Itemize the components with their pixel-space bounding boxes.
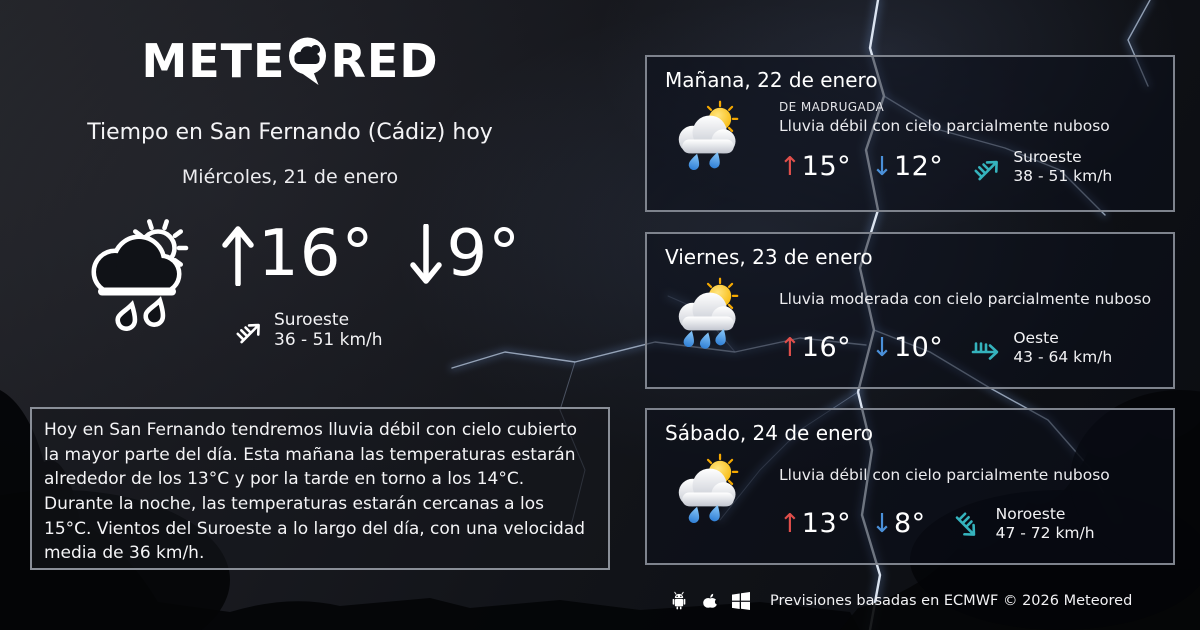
card-title: Mañana, 22 de enero — [665, 68, 878, 92]
today-wind: Suroeste 36 - 51 km/h — [232, 310, 521, 350]
temp-max-arrow-icon: ↑ — [779, 508, 801, 539]
logo-text-left: METE — [141, 33, 286, 88]
android-icon — [672, 591, 686, 610]
wind-speed: 38 - 51 km/h — [1013, 166, 1113, 185]
apple-icon — [703, 593, 719, 608]
temp-min: 8° — [893, 508, 926, 540]
logo-cloud-bubble-icon — [289, 37, 327, 85]
forecast-card-saturday: Sábado, 24 de enero Lluvia débil con — [645, 408, 1175, 565]
temp-min-arrow-icon: ↓ — [871, 508, 893, 539]
temp-max: 16° — [801, 332, 852, 364]
meteored-logo: METE RED — [0, 34, 580, 87]
today-temp-min: 9° — [446, 217, 522, 291]
wind-direction: Suroeste — [1013, 148, 1082, 166]
attribution-text: Previsiones basadas en ECMWF © 2026 Mete… — [770, 592, 1133, 609]
today-temp-max: 16° — [258, 217, 375, 291]
wind-direction-icon — [955, 512, 975, 536]
temp-min: 10° — [893, 332, 944, 364]
wind-direction: Oeste — [1013, 329, 1059, 347]
forecast-summary: Hoy en San Fernando tendremos lluvia déb… — [30, 407, 610, 570]
sun-cloud-light-rain-icon — [678, 100, 739, 171]
temp-min: 12° — [893, 151, 944, 183]
forecast-card-friday: Viernes, 23 de enero Lluvi — [645, 232, 1175, 389]
temp-max: 13° — [801, 508, 852, 540]
wind-direction-icon — [974, 160, 999, 181]
wind-speed: 43 - 64 km/h — [1013, 347, 1113, 366]
temp-max: 15° — [801, 151, 852, 183]
sun-cloud-rain-outline-icon — [91, 219, 189, 331]
temp-max-arrow-icon: ↑ — [779, 151, 801, 182]
sun-cloud-moderate-rain-icon — [678, 277, 739, 349]
temp-min-arrow-icon: ↓ — [871, 151, 893, 182]
condition-text: Lluvia débil con cielo parcialmente nubo… — [779, 117, 1110, 135]
wind-direction: Noroeste — [995, 505, 1066, 523]
temp-min-arrow-icon: ↓ — [871, 332, 893, 363]
sun-cloud-light-rain-icon — [678, 453, 739, 524]
wind-speed: 47 - 72 km/h — [995, 523, 1095, 542]
logo-text-right: RED — [330, 33, 439, 88]
today-wind-speed: 36 - 51 km/h — [274, 330, 383, 351]
card-title: Sábado, 24 de enero — [665, 421, 874, 445]
time-of-day-label: DE MADRUGADA — [779, 100, 885, 114]
wind-direction-icon — [236, 323, 260, 344]
today-temperatures: 16° 9° — [220, 222, 521, 286]
temp-min-arrow-icon — [410, 224, 443, 284]
card-title: Viernes, 23 de enero — [665, 245, 873, 269]
forecast-card-tomorrow: Mañana, 22 de enero — [645, 55, 1175, 212]
current-date: Miércoles, 21 de enero — [181, 166, 399, 188]
footer: Previsiones basadas en ECMWF © 2026 Mete… — [645, 590, 1190, 611]
condition-text: Lluvia débil con cielo parcialmente nubo… — [779, 466, 1110, 484]
today-wind-direction: Suroeste — [274, 310, 350, 330]
page-title: Tiempo en San Fernando (Cádiz) hoy — [87, 120, 493, 145]
today-forecast: 16° 9° Suroeste 36 - — [76, 212, 521, 350]
wind-direction-icon — [972, 342, 999, 360]
windows-icon — [732, 591, 750, 610]
condition-text: Lluvia moderada con cielo parcialmente n… — [779, 290, 1152, 308]
temp-max-arrow-icon: ↑ — [779, 332, 801, 363]
temp-max-arrow-icon — [222, 226, 254, 286]
